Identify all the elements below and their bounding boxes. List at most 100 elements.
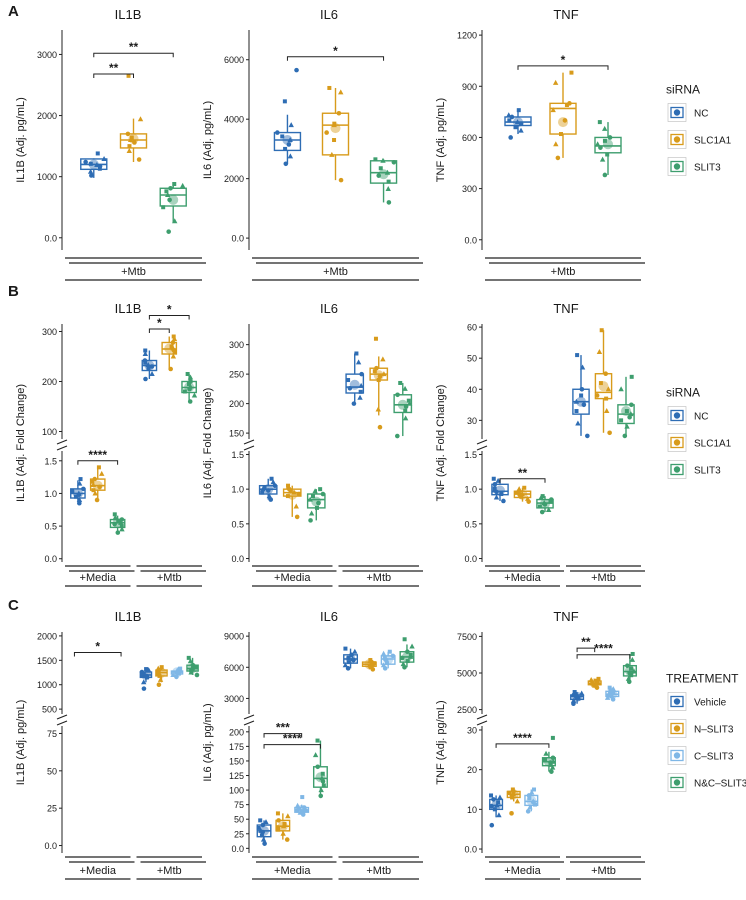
data-point — [530, 798, 536, 804]
bracket-line — [263, 744, 321, 749]
data-point — [604, 408, 610, 414]
data-point — [492, 807, 497, 812]
data-point — [90, 481, 97, 487]
data-point — [395, 392, 400, 398]
data-point — [372, 369, 377, 374]
data-point — [516, 108, 521, 113]
chart-title: IL1B — [115, 609, 142, 624]
y-tick-label: 1000 — [37, 172, 57, 182]
legend-label: NC — [694, 109, 708, 120]
box-+Mtb-SLIT3 — [393, 380, 413, 439]
data-point — [312, 488, 318, 494]
significance-label: * — [167, 303, 172, 317]
data-point — [315, 738, 320, 743]
legend-A: siRNA NC SLC1A1 SLIT3 — [666, 83, 732, 176]
significance-label: * — [157, 316, 162, 330]
y-tick-label: 1.5 — [44, 456, 57, 466]
box-iqr — [524, 794, 539, 807]
y-tick-label: 30 — [467, 725, 477, 735]
data-point — [338, 177, 344, 183]
y-axis-label: IL1B (Adj. pg/mL) — [15, 97, 27, 183]
bracket-line — [93, 73, 134, 78]
data-point — [314, 505, 319, 510]
box-+Media-N–SLIT3 — [506, 787, 521, 816]
bracket-line — [148, 328, 170, 333]
legend-key-dot — [673, 752, 681, 759]
box-+Media-N–SLIT3 — [275, 811, 291, 842]
box-+Mtb-C–SLIT3 — [380, 649, 396, 671]
data-point — [602, 138, 607, 143]
box-+Media-SLC1A1 — [282, 483, 302, 520]
y-tick-label: 1200 — [457, 31, 477, 41]
box-+Media-NC — [491, 476, 509, 504]
y-tick-label: 4000 — [224, 115, 244, 125]
data-point — [492, 482, 498, 487]
data-point — [324, 130, 329, 135]
data-point — [550, 755, 556, 761]
axis-break-mark — [56, 439, 68, 445]
box-+Mtb-SLC1A1 — [369, 336, 389, 430]
data-point — [589, 681, 595, 686]
data-point — [336, 110, 342, 116]
data-point — [578, 690, 585, 696]
data-point — [354, 351, 359, 356]
data-point — [288, 489, 293, 494]
y-tick-label: 6000 — [224, 663, 244, 673]
significance-bracket: *** — [263, 721, 303, 738]
data-point — [262, 841, 267, 846]
data-point — [172, 182, 177, 186]
data-point — [371, 661, 376, 666]
box-+Mtb-SLC1A1 — [119, 73, 148, 162]
data-point — [541, 500, 547, 506]
data-point — [598, 381, 603, 386]
box-+Mtb-Vehicle — [342, 646, 359, 671]
significance-label: * — [95, 640, 100, 654]
data-point — [501, 498, 506, 504]
data-point — [286, 142, 292, 147]
y-tick-label: 0.5 — [44, 522, 57, 532]
data-point — [549, 769, 554, 774]
y-tick-label: 150 — [229, 756, 244, 766]
data-point — [596, 676, 601, 681]
data-point — [408, 652, 413, 657]
data-point — [174, 674, 179, 680]
data-point — [625, 675, 632, 681]
data-point — [508, 135, 513, 140]
legend-title: siRNA — [666, 386, 700, 400]
data-point — [549, 497, 554, 502]
data-point — [115, 530, 121, 535]
chart-C-TNF: TNF TNF (Adj. pg/mL) 0.0 10 20 30 2500 5000 7500… — [435, 609, 645, 880]
data-point — [491, 797, 496, 802]
data-point — [285, 813, 291, 819]
data-point — [510, 787, 515, 792]
data-point — [164, 189, 169, 194]
data-point — [186, 655, 191, 660]
significance-bracket: **** — [263, 732, 321, 749]
data-point — [380, 157, 386, 163]
data-point — [287, 153, 294, 159]
data-point — [395, 433, 400, 439]
box-iqr — [345, 373, 365, 394]
legend-key-box — [670, 106, 684, 119]
y-tick-label: 0.0 — [464, 235, 477, 245]
data-point — [76, 490, 82, 496]
data-point — [97, 166, 102, 171]
significance-label: * — [333, 44, 338, 58]
data-point — [599, 328, 604, 333]
data-point — [607, 430, 612, 436]
data-point — [506, 112, 512, 118]
significance-bracket: ** — [499, 466, 546, 483]
data-point — [585, 433, 590, 439]
data-point — [493, 494, 500, 500]
significance-label: ** — [129, 40, 139, 54]
data-point — [259, 833, 264, 838]
y-tick-label: 2000 — [37, 111, 57, 121]
box-+Media-C–SLIT3 — [524, 787, 539, 814]
data-point — [146, 367, 151, 371]
axis-break-mark — [476, 714, 488, 720]
data-point — [159, 665, 164, 670]
axis-break-mark — [243, 720, 255, 726]
box-+Mtb-N&C–SLIT3 — [399, 637, 415, 670]
box-+Mtb-NC — [141, 348, 158, 382]
y-tick-label: 300 — [229, 340, 244, 350]
